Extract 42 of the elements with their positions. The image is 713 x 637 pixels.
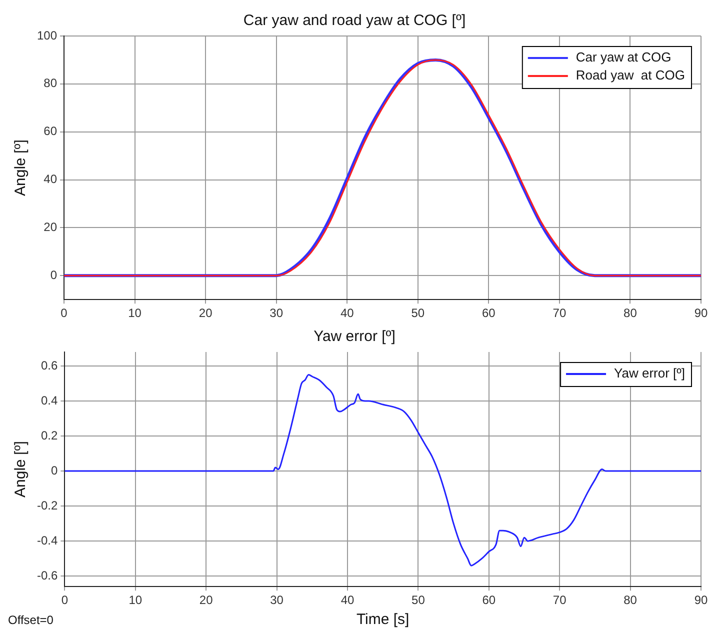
x-tick-label: 10 (128, 306, 142, 320)
x-tick-label: 30 (270, 306, 284, 320)
x-tick-label: 0 (60, 306, 68, 320)
legend-label: Road yaw at COG (576, 68, 686, 83)
x-tick-label: 60 (482, 306, 496, 320)
y-tick-label: -0.6 (36, 568, 58, 582)
x-axis-title: Time [s] (356, 611, 410, 628)
y-tick-label: 0.6 (40, 358, 58, 372)
x-tick-label: 20 (198, 306, 213, 320)
x-tick-label: 50 (412, 593, 426, 608)
x-tick-label: 50 (411, 306, 425, 320)
x-tick-label: 80 (624, 593, 638, 608)
text: Offset=0 (8, 613, 54, 627)
y-tick-label: 60 (44, 124, 58, 138)
y-tick-label: 20 (44, 220, 58, 234)
x-tick-label: 70 (552, 306, 566, 320)
x-tick-label: 90 (694, 593, 708, 608)
legend-label: Yaw error [º] (614, 366, 685, 381)
y-tick-label: -0.4 (36, 533, 58, 548)
x-tick-label: 80 (624, 306, 638, 320)
x-tick-label: 20 (199, 593, 214, 608)
x-tick-label: 0 (61, 593, 68, 608)
y-tick-label: 80 (44, 76, 58, 90)
chart-title: Car yaw and road yaw at COG [º] (243, 12, 466, 30)
y-tick-label: 0 (50, 463, 58, 478)
legend-label: Car yaw at COG (576, 50, 672, 65)
x-tick-label: 90 (694, 306, 708, 320)
x-tick-label: 30 (270, 593, 284, 608)
y-tick-label: -0.2 (36, 498, 58, 512)
x-tick-label: 40 (340, 593, 354, 608)
y-axis-title: Angle [º] (12, 140, 30, 196)
chart-title: Yaw error [º] (314, 328, 396, 346)
x-tick-label: 70 (552, 593, 567, 608)
x-tick-label: 60 (482, 593, 496, 608)
y-tick-label: 0.4 (40, 393, 58, 408)
y-tick-label: 0 (50, 268, 58, 282)
x-tick-label: 40 (340, 306, 354, 320)
x-tick-label: 10 (128, 593, 142, 608)
y-axis-title: Angle [º] (12, 441, 30, 498)
y-tick-label: 40 (44, 172, 58, 186)
y-tick-label: 0.2 (40, 428, 58, 442)
y-tick-label: 100 (36, 28, 58, 42)
